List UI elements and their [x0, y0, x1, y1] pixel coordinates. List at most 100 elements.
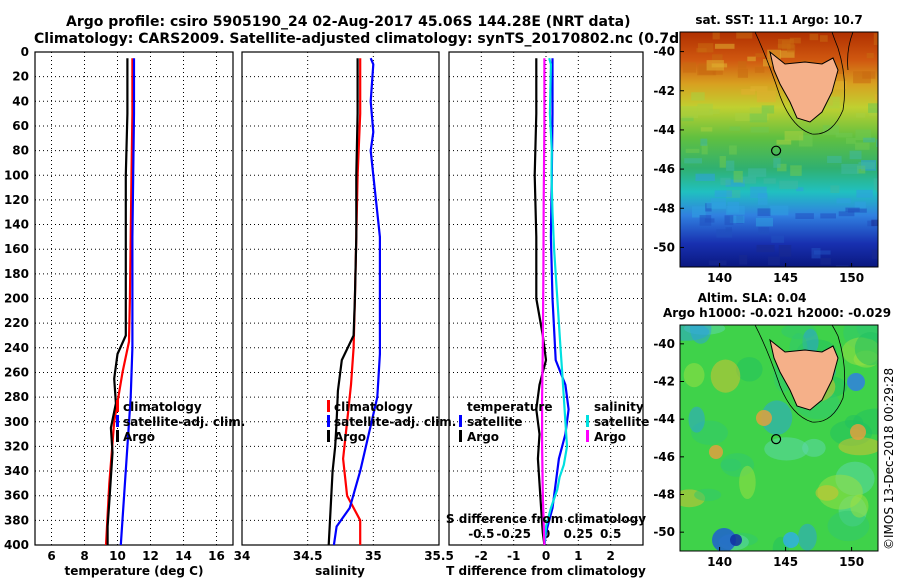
sst-patch [757, 193, 768, 205]
sst-patch [845, 207, 860, 212]
depth-tick-label: 260 [4, 365, 29, 379]
sla-lat-labels: -40 -42 -44 -46 -48 -50 [653, 337, 684, 539]
sst-patch [763, 178, 776, 184]
sst-patch [877, 35, 878, 44]
legend-s-argo: Argo [594, 430, 626, 444]
sst-patch [871, 219, 878, 227]
legend-argo-swatch [116, 430, 119, 442]
lon-tick-label: 140 [707, 271, 732, 285]
temperature-legend: climatology satellite-adj. clim. Argo [116, 400, 245, 444]
legend-satellite: satellite-adj. clim. [123, 415, 245, 429]
lon-tick-label: 150 [839, 271, 864, 285]
lat-tick-label: -46 [653, 162, 675, 176]
sst-patch [868, 103, 878, 113]
difference-axes-frame [448, 51, 644, 546]
sst-patch [709, 109, 720, 115]
temperature-tick-labels: 6 8 10 12 14 16 [47, 549, 225, 563]
sst-patch [738, 61, 747, 69]
sst-patch [755, 217, 773, 227]
sst-map-title: sat. SST: 11.1 Argo: 10.7 [695, 13, 862, 27]
sst-patch [697, 103, 713, 116]
sla-map-title: Altim. SLA: 0.04 [698, 291, 807, 305]
sla-patch [854, 332, 878, 366]
sst-patch [747, 56, 756, 62]
sst-patch [700, 138, 708, 146]
header-line2: Climatology: CARS2009. Satellite-adjuste… [34, 31, 742, 47]
sst-patch [700, 127, 713, 132]
temperature-panel: 0 20 40 60 80 100 120 140 160 180 200 220 240 260 280 3… [4, 45, 245, 578]
lat-tick-label: -48 [653, 488, 675, 502]
legend-climatology: climatology [123, 400, 202, 414]
depth-tick-label: 360 [4, 489, 29, 503]
salinity-legend: climatology satellite-adj. clim. Argo [327, 400, 456, 444]
sla-patch [688, 406, 705, 433]
depth-tick-label: 340 [4, 464, 29, 478]
sst-patch [739, 255, 748, 265]
x-tick-label: 1 [574, 549, 582, 563]
sst-patch [824, 96, 840, 109]
sla-map-subtitle: Argo h1000: -0.021 h2000: -0.029 [663, 306, 891, 320]
sst-lat-labels: -40 -42 -44 -46 -48 -50 [653, 45, 684, 254]
sst-patch [712, 66, 723, 75]
series-climatology [342, 58, 362, 545]
sst-patch [750, 126, 769, 133]
sst-patch [754, 66, 765, 73]
imos-stamp: ©IMOS 13-Dec-2018 00:29:28 [882, 368, 896, 550]
argo-location-marker [770, 434, 782, 445]
x-tick-label: 10 [109, 549, 126, 563]
sst-patch [680, 106, 698, 119]
depth-tick-label: 120 [4, 193, 29, 207]
sla-patch [802, 438, 826, 457]
sst-map-frame [679, 31, 879, 268]
sst-patch [684, 158, 702, 164]
sst-patch [776, 139, 792, 145]
depth-tick-label: 100 [4, 168, 29, 182]
sst-patch [854, 201, 866, 210]
sst-lon-labels: 140 145 150 [707, 263, 864, 285]
argo-location-marker [770, 145, 782, 156]
sst-patch [820, 213, 836, 219]
sla-patch [798, 523, 817, 551]
sst-patch [858, 162, 876, 169]
series-climatology [104, 58, 134, 545]
sla-anomaly [850, 424, 866, 440]
depth-tick-label: 80 [12, 144, 29, 158]
salinity-axes-frame [241, 51, 440, 546]
sst-patch [711, 63, 728, 68]
sst-patch [830, 185, 840, 193]
sla-patch [764, 437, 809, 461]
lat-tick-label: -46 [653, 450, 675, 464]
sst-patch [873, 33, 878, 45]
depth-tick-label: 180 [4, 267, 29, 281]
legend-s-satellite: satellite [594, 415, 649, 429]
sst-patch [873, 178, 878, 190]
sst-patch [777, 163, 787, 172]
depth-tick-label: 20 [12, 70, 29, 84]
sst-patch [767, 49, 781, 59]
sst-patch [835, 265, 849, 267]
lat-tick-label: -40 [653, 337, 675, 351]
sst-patch [820, 258, 832, 265]
sla-patch [761, 400, 793, 436]
sla-patch [827, 510, 870, 542]
sst-patch [726, 160, 735, 171]
sst-patch [795, 213, 814, 219]
legend-argo: Argo [334, 430, 366, 444]
sst-patch [809, 33, 819, 41]
s-diff-tick-label: 0.25 [564, 527, 594, 541]
sst-patch [778, 38, 794, 49]
depth-tick-label: 220 [4, 316, 29, 330]
legend-t-satellite: satellite [467, 415, 522, 429]
series-satellite-adj-clim- [119, 58, 136, 545]
shelf-contour [754, 32, 846, 135]
x-tick-label: -2 [475, 549, 488, 563]
sst-patch [706, 202, 726, 209]
sst-patch [822, 125, 839, 135]
salinity-grid [242, 52, 439, 545]
sst-patch [724, 215, 734, 226]
x-tick-label: 6 [47, 549, 55, 563]
sst-patch [857, 165, 866, 174]
sst-patch [695, 173, 715, 181]
salinity-panel: 34 34.5 35 35.5 salinity climatology satell… [234, 51, 456, 578]
